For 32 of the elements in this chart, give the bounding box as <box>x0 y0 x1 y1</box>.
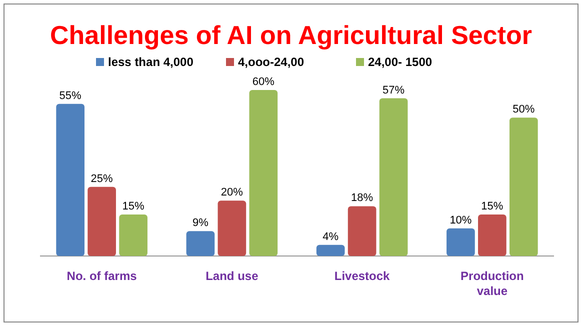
data-label: 57% <box>382 84 405 96</box>
data-label: 25% <box>90 172 114 185</box>
bar <box>316 244 345 256</box>
legend-label: 4,ooo-24,00 <box>238 55 304 69</box>
bar <box>88 186 116 256</box>
x-tick-label: Production value <box>460 269 524 298</box>
legend-label: less than 4,000 <box>108 55 194 69</box>
data-label: 15% <box>122 200 145 212</box>
bar <box>348 206 376 256</box>
bar <box>186 231 215 256</box>
bar <box>379 98 408 256</box>
bar <box>218 200 246 256</box>
bar <box>119 214 148 256</box>
data-label: 18% <box>351 192 374 204</box>
bar <box>249 90 278 256</box>
bar <box>510 118 538 256</box>
x-tick-label: No. of farms <box>66 269 138 283</box>
bar <box>478 214 506 256</box>
data-label: 4% <box>322 230 339 243</box>
data-label: 9% <box>192 217 209 230</box>
data-label: 15% <box>481 200 504 212</box>
x-tick-label: Land use <box>206 269 259 283</box>
data-label: 50% <box>512 104 535 116</box>
data-label: 10% <box>450 214 472 226</box>
chart-title: Challenges of AI on Agricultural Sector <box>50 20 532 50</box>
bar <box>56 104 84 256</box>
x-tick-label: Livestock <box>334 269 390 283</box>
bar <box>446 228 475 256</box>
data-label: 20% <box>220 186 244 199</box>
legend-label: 24,00- 1500 <box>368 55 432 69</box>
data-label: 60% <box>252 76 275 88</box>
data-label: 55% <box>59 90 82 102</box>
